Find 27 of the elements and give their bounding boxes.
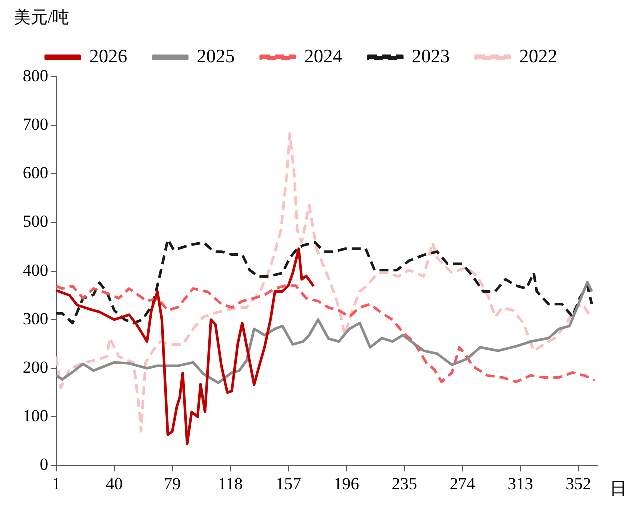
y-tick-label: 0 <box>40 455 48 474</box>
legend-label: 2024 <box>304 46 343 68</box>
x-tick-label: 79 <box>164 474 182 494</box>
x-tick-label: 352 <box>566 474 592 494</box>
legend-label: 2023 <box>412 46 450 68</box>
y-tick-label: 400 <box>23 260 48 280</box>
y-tick-label: 700 <box>23 115 48 134</box>
y-tick-label: 200 <box>23 358 48 377</box>
x-tick-label: 313 <box>508 474 534 494</box>
x-tick-label: 40 <box>106 474 124 494</box>
x-tick-label: 1 <box>52 474 61 494</box>
x-tick-label: 235 <box>392 474 418 494</box>
legend-label: 2025 <box>197 46 235 68</box>
y-tick-label: 100 <box>23 406 48 426</box>
x-tick-label: 196 <box>334 474 360 494</box>
y-tick-label: 300 <box>23 309 48 328</box>
x-tick-label: 118 <box>218 474 243 494</box>
x-tick-label: 157 <box>276 474 302 494</box>
y-tick-label: 800 <box>23 66 48 86</box>
line-series <box>56 132 592 433</box>
y-axis-title: 美元/吨 <box>14 8 70 27</box>
y-tick-label: 600 <box>23 164 48 183</box>
x-axis-title: 日 <box>610 479 627 498</box>
y-tick-label: 500 <box>23 212 48 232</box>
x-tick-label: 274 <box>450 474 476 494</box>
legend-label: 2026 <box>90 46 128 68</box>
legend-label: 2022 <box>520 46 558 68</box>
